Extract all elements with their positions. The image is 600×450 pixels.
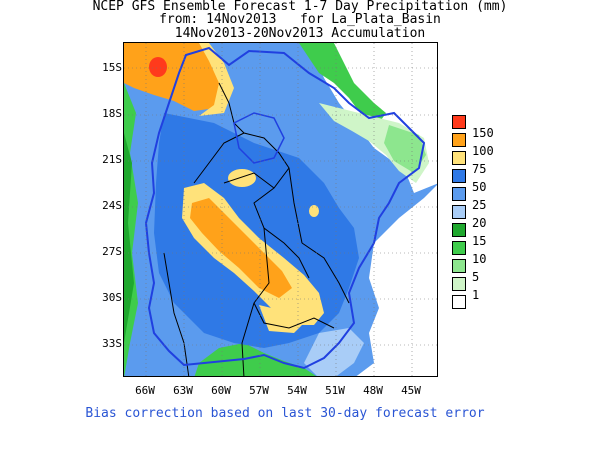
lon-label-45w: 45W xyxy=(401,384,421,397)
grid-lines xyxy=(124,43,437,376)
lat-label-30s: 30S xyxy=(102,291,122,304)
colorbar-swatch-25 xyxy=(452,187,466,201)
lon-label-57w: 57W xyxy=(249,384,269,397)
field-75mm-spot-2 xyxy=(309,205,319,217)
colorbar-label-150: 150 xyxy=(472,126,494,140)
colorbar-swatch-150 xyxy=(452,115,466,129)
colorbar-swatch-0 xyxy=(452,295,466,309)
colorbar-label-75: 75 xyxy=(472,162,487,176)
colorbar-label-20: 20 xyxy=(472,216,487,230)
colorbar-label-100: 100 xyxy=(472,144,494,158)
lat-label-24s: 24S xyxy=(102,199,122,212)
lat-label-33s: 33S xyxy=(102,337,122,350)
colorbar-label-1: 1 xyxy=(472,288,480,302)
lon-label-66w: 66W xyxy=(135,384,155,397)
lat-label-21s: 21S xyxy=(102,153,122,166)
colorbar-swatch-20 xyxy=(452,205,466,219)
field-green-ne xyxy=(299,43,386,123)
colorbar-swatch-1 xyxy=(452,277,466,291)
chart-title-line-1: NCEP GFS Ensemble Forecast 1-7 Day Preci… xyxy=(92,0,508,14)
lon-label-63w: 63W xyxy=(173,384,193,397)
lon-label-51w: 51W xyxy=(325,384,345,397)
border-lines xyxy=(163,82,350,376)
field-100mm-nw xyxy=(124,43,224,111)
field-green-south xyxy=(194,343,316,376)
chart-title-line-2: from: 14Nov2013 for La_Plata_Basin xyxy=(159,12,441,27)
lon-label-54w: 54W xyxy=(287,384,307,397)
precipitation-map xyxy=(123,42,438,377)
field-lightblue-south xyxy=(304,328,364,376)
colorbar-swatch-75 xyxy=(452,151,466,165)
colorbar-label-10: 10 xyxy=(472,252,487,266)
lat-label-18s: 18S xyxy=(102,107,122,120)
field-150mm xyxy=(149,57,167,77)
field-green-west-inner xyxy=(124,133,134,343)
field-dry-east xyxy=(356,185,437,376)
colorbar-swatch-15 xyxy=(452,223,466,237)
colorbar-swatch-5 xyxy=(452,259,466,273)
colorbar-label-5: 5 xyxy=(472,270,480,284)
field-100mm-band xyxy=(190,198,292,298)
colorbar-swatch-50 xyxy=(452,169,466,183)
bias-correction-note: Bias correction based on last 30-day for… xyxy=(85,406,485,421)
colorbar-swatch-100 xyxy=(452,133,466,147)
colorbar-label-15: 15 xyxy=(472,234,487,248)
basin-inner xyxy=(233,112,285,164)
basin-boundary xyxy=(144,46,426,370)
colorbar-label-50: 50 xyxy=(472,180,487,194)
lat-label-27s: 27S xyxy=(102,245,122,258)
lon-label-48w: 48W xyxy=(363,384,383,397)
colorbar-label-25: 25 xyxy=(472,198,487,212)
chart-title-line-3: 14Nov2013-20Nov2013 Accumulation xyxy=(174,26,426,41)
field-75mm-spot xyxy=(228,169,256,187)
lon-label-60w: 60W xyxy=(211,384,231,397)
field-green-ne3 xyxy=(384,125,426,173)
colorbar-swatch-10 xyxy=(452,241,466,255)
field-75mm-nw xyxy=(199,43,234,116)
lat-label-15s: 15S xyxy=(102,61,122,74)
